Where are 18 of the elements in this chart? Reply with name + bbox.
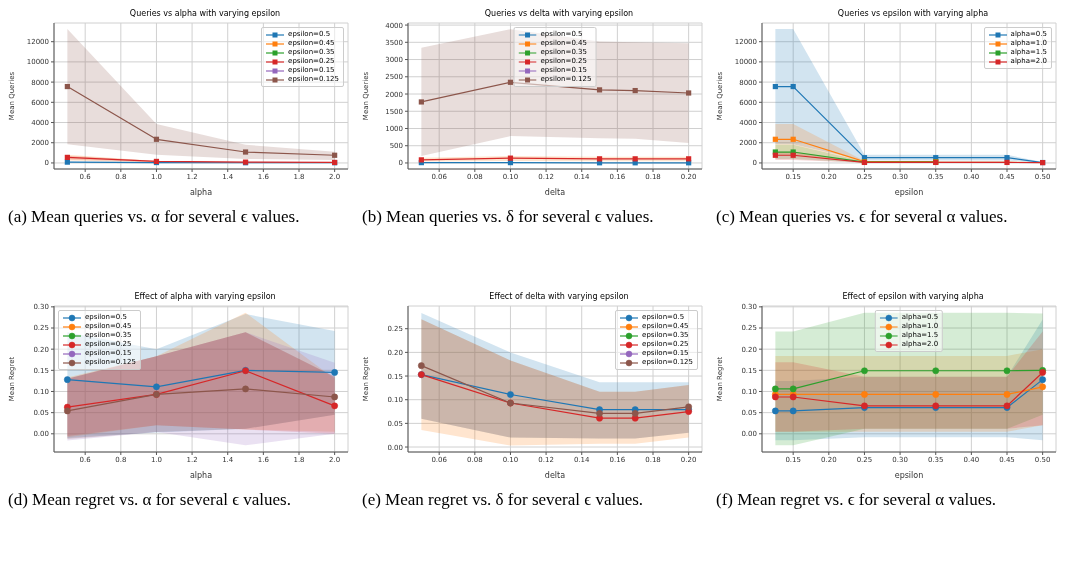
text: (e) Mean regret vs. δ for several ϵ values.: [362, 490, 645, 510]
chart-title: Effect of epsilon with varying alpha: [841, 291, 985, 302]
x-axis-title: delta: [544, 188, 566, 197]
chart-title: Queries vs delta with varying epsilon: [483, 8, 635, 19]
text: (f) Mean regret vs. ϵ for several α values.: [716, 490, 998, 510]
chart-title: Effect of delta with varying epsilon: [488, 291, 630, 302]
x-axis-title: delta: [544, 471, 566, 480]
x-axis-title: alpha: [189, 188, 213, 197]
chart-title: Queries vs epsilon with varying alpha: [836, 8, 990, 19]
chart-title: Effect of alpha with varying epsilon: [133, 291, 277, 302]
text: (b) Mean queries vs. δ for several ϵ values.: [362, 207, 655, 227]
text: (c) Mean queries vs. ϵ for several α values.: [716, 207, 1009, 227]
x-axis-title: alpha: [189, 471, 213, 480]
x-axis-title: epsilon: [894, 471, 924, 480]
chart-title: Queries vs alpha with varying epsilon: [128, 8, 282, 19]
text: (d) Mean regret vs. α for several ϵ values.: [8, 490, 292, 510]
text: (a) Mean queries vs. α for several ϵ values.: [8, 207, 301, 227]
x-axis-title: epsilon: [894, 188, 924, 197]
